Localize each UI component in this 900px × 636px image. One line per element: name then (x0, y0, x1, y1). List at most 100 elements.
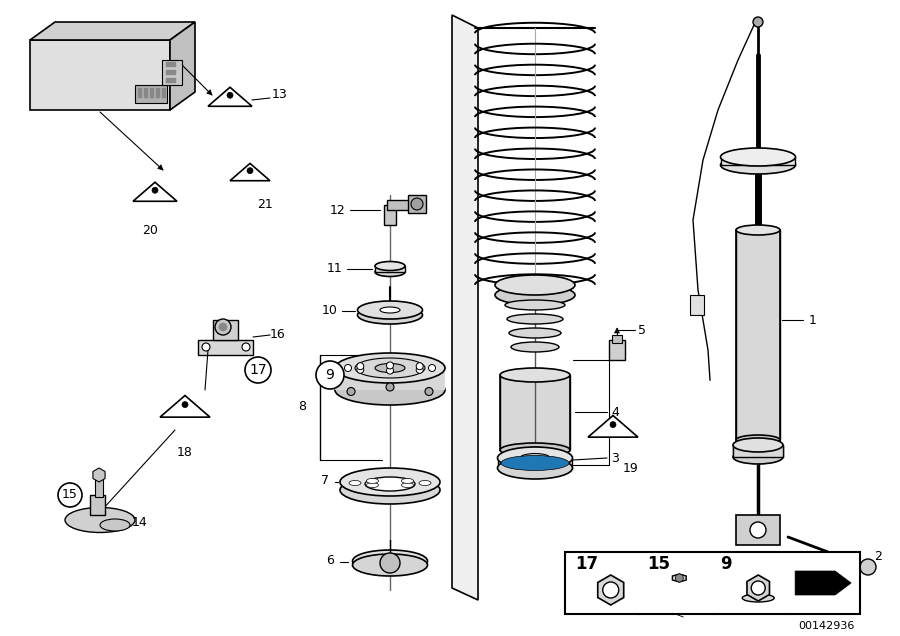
Text: 15: 15 (62, 488, 78, 502)
Ellipse shape (401, 483, 413, 488)
Circle shape (386, 367, 393, 374)
Polygon shape (736, 230, 780, 440)
Circle shape (182, 401, 188, 408)
Bar (384, 205, 396, 225)
Bar (387, 200, 412, 210)
Text: 6: 6 (326, 553, 334, 567)
Circle shape (752, 581, 765, 595)
Ellipse shape (509, 328, 561, 338)
Circle shape (219, 323, 227, 331)
Text: 1: 1 (809, 314, 817, 326)
Text: 16: 16 (270, 329, 286, 342)
Text: 5: 5 (638, 324, 646, 336)
Circle shape (411, 198, 423, 210)
Polygon shape (588, 415, 638, 437)
Polygon shape (733, 445, 783, 457)
Circle shape (860, 559, 876, 575)
Polygon shape (208, 87, 252, 106)
Ellipse shape (365, 477, 415, 491)
Polygon shape (170, 22, 195, 110)
Ellipse shape (401, 478, 413, 483)
Ellipse shape (335, 375, 445, 405)
Circle shape (675, 574, 683, 582)
Circle shape (425, 387, 433, 396)
Text: 4: 4 (611, 406, 619, 418)
Circle shape (416, 363, 423, 370)
Ellipse shape (525, 447, 545, 453)
Circle shape (58, 483, 82, 507)
Text: 19: 19 (623, 462, 639, 474)
Polygon shape (160, 396, 210, 417)
Ellipse shape (721, 148, 796, 166)
Circle shape (386, 383, 394, 391)
Polygon shape (615, 328, 619, 333)
Ellipse shape (500, 368, 570, 382)
Text: 20: 20 (142, 223, 157, 237)
Polygon shape (158, 165, 163, 170)
Text: 8: 8 (298, 401, 306, 413)
Circle shape (345, 364, 352, 371)
Text: 11: 11 (327, 263, 343, 275)
Circle shape (242, 343, 250, 351)
Circle shape (245, 357, 271, 383)
Ellipse shape (501, 455, 569, 471)
Ellipse shape (375, 261, 405, 270)
Circle shape (227, 92, 233, 98)
Bar (690, 295, 704, 315)
Bar (156, 88, 160, 98)
Text: 3: 3 (611, 452, 619, 464)
Ellipse shape (495, 275, 575, 295)
Ellipse shape (419, 481, 431, 485)
Ellipse shape (736, 225, 780, 235)
Ellipse shape (380, 307, 400, 313)
Polygon shape (598, 575, 624, 605)
Ellipse shape (742, 594, 774, 602)
Circle shape (750, 522, 766, 538)
Ellipse shape (353, 550, 428, 572)
Text: 13: 13 (272, 88, 288, 102)
Bar (166, 78, 176, 83)
Bar (150, 88, 154, 98)
Ellipse shape (507, 314, 563, 324)
Circle shape (316, 361, 344, 389)
Polygon shape (93, 468, 105, 482)
Text: 12: 12 (330, 204, 346, 216)
Polygon shape (500, 375, 570, 450)
Ellipse shape (733, 438, 783, 452)
Ellipse shape (498, 447, 572, 469)
Bar (736, 515, 780, 545)
Polygon shape (375, 266, 405, 272)
Text: 15: 15 (647, 555, 670, 573)
Polygon shape (133, 183, 177, 201)
Polygon shape (795, 571, 851, 595)
Polygon shape (498, 458, 572, 468)
Bar (144, 88, 148, 98)
Circle shape (356, 363, 364, 370)
Ellipse shape (495, 285, 575, 305)
Ellipse shape (349, 481, 361, 485)
Text: 9: 9 (326, 368, 335, 382)
Ellipse shape (357, 306, 422, 324)
Circle shape (386, 362, 393, 369)
Polygon shape (335, 368, 445, 390)
Ellipse shape (65, 508, 135, 532)
Bar (135, 85, 167, 103)
Polygon shape (90, 495, 105, 515)
Bar (609, 340, 625, 360)
Bar (166, 62, 176, 67)
Ellipse shape (353, 554, 428, 576)
Ellipse shape (335, 353, 445, 383)
Bar (166, 70, 176, 75)
Ellipse shape (721, 156, 796, 174)
Circle shape (753, 17, 763, 27)
Bar (95, 477, 103, 497)
Circle shape (416, 366, 423, 373)
Text: 14: 14 (132, 516, 148, 530)
Ellipse shape (366, 483, 379, 488)
Ellipse shape (357, 301, 422, 319)
Polygon shape (213, 320, 238, 340)
Ellipse shape (375, 364, 405, 373)
Bar (162, 88, 166, 98)
Ellipse shape (375, 268, 405, 277)
Bar (565, 552, 860, 614)
